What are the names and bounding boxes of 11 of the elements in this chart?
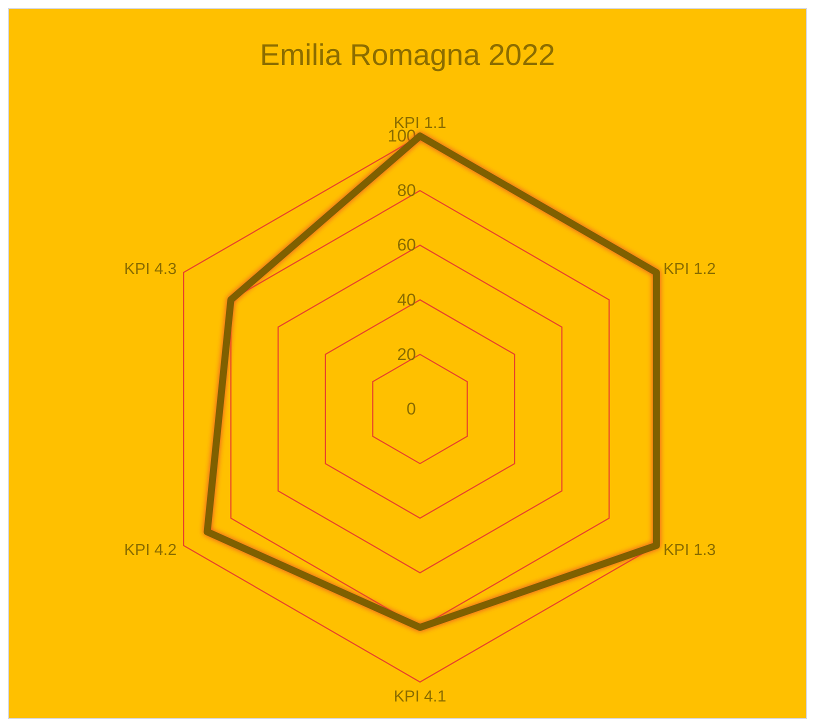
spoke-label: KPI 4.1 [394, 688, 446, 706]
y-tick-label: 40 [397, 290, 416, 310]
chart-title: Emilia Romagna 2022 [258, 39, 556, 73]
y-tick-label: 0 [406, 400, 416, 418]
spoke-label: KPI 1.2 [663, 261, 716, 278]
y-tick-label: 60 [397, 236, 416, 255]
spoke-label: KPI 4.2 [124, 542, 177, 560]
spoke-label: KPI 4.3 [124, 261, 177, 278]
y-tick-label: 20 [397, 344, 416, 364]
y-tick-label: 80 [397, 181, 416, 200]
spoke-label: KPI 1.3 [663, 542, 716, 560]
